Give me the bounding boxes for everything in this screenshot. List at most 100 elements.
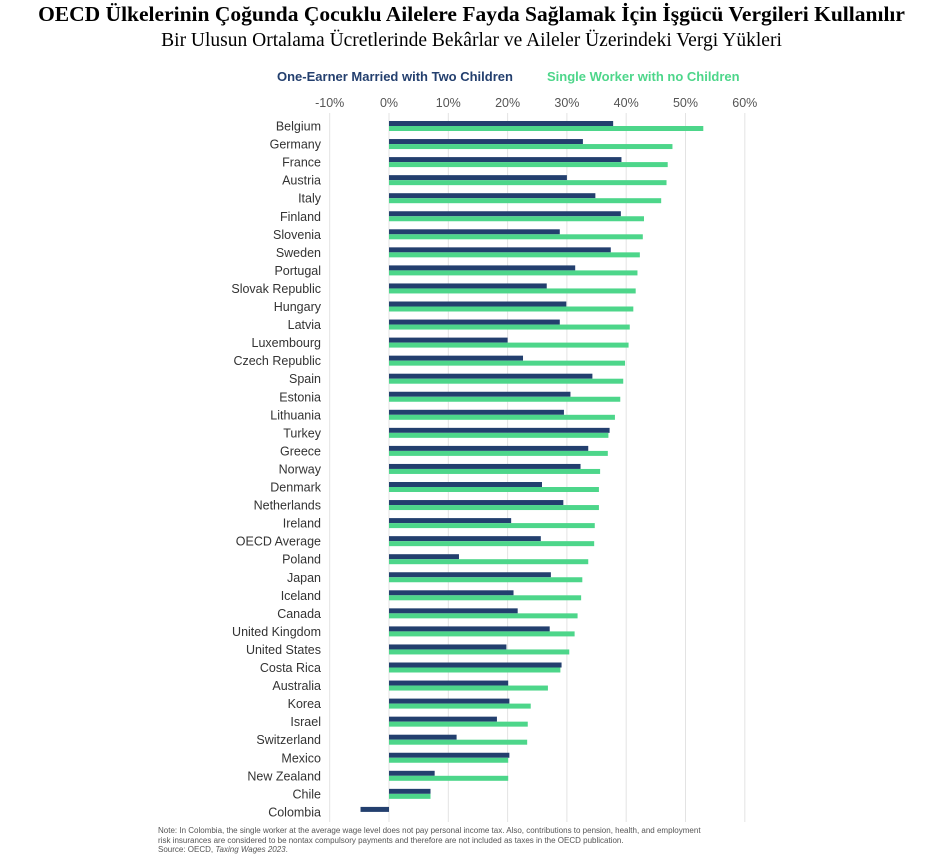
bar-single (389, 414, 615, 420)
bar-single (389, 306, 634, 312)
bar-married (360, 806, 389, 812)
bar-married (389, 463, 581, 469)
note-line-1: Note: In Colombia, the single worker at … (158, 826, 701, 835)
category-label: Australia (272, 679, 321, 693)
bar-married (389, 554, 459, 560)
category-label: Spain (289, 372, 321, 386)
bar-married (389, 247, 611, 253)
bar-single (389, 757, 509, 763)
bar-single (389, 559, 589, 565)
category-label: Costa Rica (260, 661, 321, 675)
bar-married (389, 788, 431, 794)
category-label: Slovenia (273, 228, 321, 242)
bar-single (389, 703, 531, 709)
bar-single (389, 631, 575, 637)
category-label: Italy (298, 192, 322, 206)
x-tick-label: 40% (614, 96, 639, 110)
chart-note: Note: In Colombia, the single worker at … (158, 826, 818, 855)
category-label: Latvia (288, 318, 321, 332)
bar-single (389, 468, 601, 474)
bar-married (389, 283, 547, 289)
category-label: Portugal (274, 264, 321, 278)
category-label: Colombia (268, 805, 321, 819)
bar-single (389, 378, 624, 384)
bar-married (389, 518, 512, 524)
bar-married (389, 445, 589, 451)
bar-married (389, 752, 510, 758)
x-tick-label: 20% (495, 96, 520, 110)
bar-single (389, 667, 561, 673)
bar-single (389, 126, 704, 131)
bar-married (389, 482, 542, 487)
category-label: Lithuania (270, 408, 321, 422)
category-label: Denmark (270, 481, 321, 495)
category-label: Poland (282, 553, 321, 567)
x-tick-label: 50% (673, 96, 698, 110)
bar-single (389, 252, 640, 258)
bar-single (389, 541, 595, 547)
bar-married (389, 716, 497, 722)
bar-single (389, 324, 630, 330)
bar-married (389, 680, 509, 686)
category-label: Hungary (274, 300, 322, 314)
bar-single (389, 523, 595, 529)
category-label: Austria (282, 174, 321, 188)
category-label: Chile (293, 787, 322, 801)
bar-single (389, 505, 599, 511)
bar-single (389, 775, 509, 781)
category-label: Slovak Republic (231, 282, 321, 296)
bar-married (389, 373, 593, 379)
bar-single (389, 162, 668, 168)
x-tick-label: 60% (732, 96, 757, 110)
bar-single (389, 288, 636, 294)
bar-single (389, 342, 629, 348)
source-title: Taxing Wages 2023 (215, 845, 286, 854)
bar-married (389, 734, 457, 740)
bar-single (389, 577, 583, 583)
bar-married (389, 427, 610, 433)
bar-married (389, 536, 541, 542)
category-label: Switzerland (256, 733, 321, 747)
category-label: Finland (280, 210, 321, 224)
bar-single (389, 793, 431, 799)
bar-single (389, 613, 578, 619)
bar-married (389, 644, 507, 650)
category-label: Canada (277, 607, 321, 621)
category-label: Estonia (279, 390, 321, 404)
category-label: Luxembourg (252, 336, 322, 350)
category-label: France (282, 156, 321, 170)
x-tick-label: 0% (380, 96, 398, 110)
category-label: United Kingdom (232, 625, 321, 639)
category-label: Norway (279, 462, 322, 476)
bar-single (389, 595, 582, 601)
bar-single (389, 360, 626, 366)
category-label: Netherlands (254, 499, 321, 513)
source-line: Source: OECD, Taxing Wages 2023. (158, 845, 818, 855)
x-tick-label: 10% (436, 96, 461, 110)
category-label: Belgium (276, 120, 321, 134)
bar-married (389, 301, 567, 307)
bar-single (389, 144, 673, 150)
category-label: Germany (270, 138, 322, 152)
bar-married (389, 698, 510, 704)
bar-married (389, 500, 564, 506)
source-prefix: Source: OECD, (158, 845, 216, 854)
category-label: Mexico (281, 751, 321, 765)
category-label: Iceland (281, 589, 321, 603)
bar-married (389, 175, 567, 181)
bar-chart: -10% 0% 10% 20% 30% 40% 50% 60% Belgium Germany Fr… (231, 96, 757, 822)
bar-single (389, 649, 570, 655)
bar-married (389, 229, 560, 235)
category-label: United States (246, 643, 321, 657)
legend-married: One-Earner Married with Two Children (277, 69, 513, 84)
bar-married (389, 157, 622, 163)
bar-married (389, 211, 621, 217)
category-label: Korea (288, 697, 321, 711)
chart-title: OECD Ülkelerinin Çoğunda Çocuklu Aileler… (38, 2, 905, 26)
chart-subtitle: Bir Ulusun Ortalama Ücretlerinde Bekârla… (161, 30, 782, 51)
bar-married (389, 337, 508, 343)
bar-single (389, 450, 608, 456)
bar-single (389, 270, 638, 276)
bar-married (389, 608, 518, 614)
x-tick-label: -10% (315, 96, 344, 110)
